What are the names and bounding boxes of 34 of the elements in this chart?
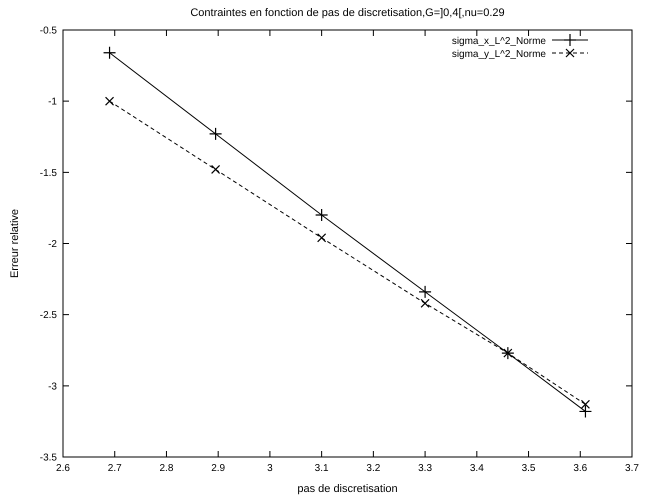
point (317, 233, 326, 242)
y-tick-label: -1 (48, 96, 58, 108)
point (418, 285, 432, 298)
point (580, 400, 590, 409)
y-tick-label: -1.5 (40, 168, 58, 179)
legend-label: sigma_y_L^2_Norme (452, 49, 546, 60)
point (104, 96, 114, 106)
x-axis-title: pas de discretisation (297, 483, 398, 495)
x-tick-label: 3.4 (470, 463, 484, 474)
y-axis-title: Erreur relative (9, 208, 21, 278)
y-tick-label: -2 (48, 239, 58, 250)
x-tick-label: 3.2 (366, 463, 381, 474)
x-tick-label: 2.8 (160, 463, 174, 474)
x-tick-label: 2.6 (56, 463, 70, 474)
x-tick-label: 2.9 (211, 463, 226, 474)
x-tick-label: 3 (267, 463, 274, 474)
y-tick-label: -0.5 (40, 26, 58, 36)
x-tick-label: 3.1 (314, 463, 330, 474)
x-tick-label: 3.3 (418, 463, 432, 474)
x-tick-label: 2.7 (108, 463, 122, 474)
point (210, 164, 220, 174)
point (102, 46, 116, 60)
x-tick-label: 3.7 (625, 463, 640, 474)
legend-label: sigma_x_L^2_Norme (452, 36, 546, 47)
chart-title: Contraintes en fonction de pas de discretisation,G=]0,4[,nu=0.29 (190, 7, 505, 19)
point (578, 404, 592, 418)
y-tick-label: -2.5 (40, 310, 58, 322)
point (420, 298, 430, 308)
y-tick-label: -3 (48, 381, 58, 392)
x-tick-label: 3.5 (522, 463, 536, 474)
point (208, 127, 222, 141)
point (315, 208, 328, 222)
x-tick-label: 3.6 (573, 463, 588, 474)
y-tick-label: -3.5 (40, 452, 58, 464)
